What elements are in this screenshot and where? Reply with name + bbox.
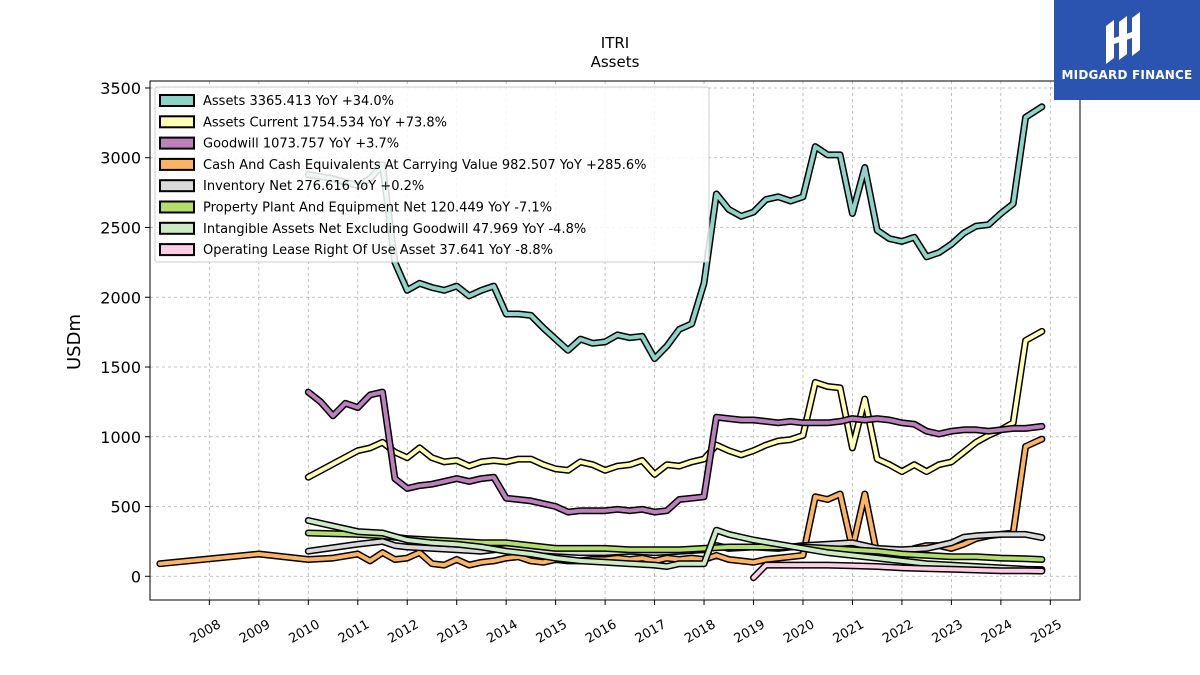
x-tick-label: 2011 (336, 617, 372, 647)
series-line (306, 518, 1044, 572)
plot-frame (149, 80, 1081, 601)
legend-swatch (159, 179, 195, 193)
y-tick-label: 500 (110, 498, 141, 517)
brand-name: MIDGARD FINANCE (1061, 68, 1193, 82)
y-tick-label: 1000 (100, 428, 141, 447)
legend-label: Cash And Cash Equivalents At Carrying Va… (203, 158, 646, 173)
legend-label: Inventory Net 276.616 YoY +0.2% (203, 179, 424, 194)
legend-swatch (159, 221, 195, 235)
x-tick-label: 2023 (930, 617, 966, 647)
y-axis-ticks: 0 500 1000 1500 2000 2500 3000 3500 (100, 79, 150, 586)
x-tick-label: 2018 (682, 617, 718, 647)
x-tick-label: 2017 (633, 617, 669, 647)
y-tick-label: 1500 (100, 358, 141, 377)
x-tick-label: 2022 (880, 617, 916, 647)
legend-swatch (159, 136, 195, 150)
legend-swatch (159, 157, 195, 171)
x-tick-label: 2008 (188, 617, 224, 647)
x-tick-label: 2012 (385, 617, 421, 647)
legend-swatch (159, 115, 195, 129)
y-tick-label: 2000 (100, 288, 141, 307)
y-tick-label: 0 (131, 567, 141, 586)
x-tick-label: 2024 (979, 617, 1015, 647)
x-tick-label: 2013 (435, 617, 471, 647)
y-tick-label: 2500 (100, 218, 141, 237)
x-tick-label: 2019 (732, 617, 768, 647)
legend-label: Assets Current 1754.534 YoY +73.8% (203, 115, 447, 130)
legend-swatch (159, 94, 195, 107)
x-tick-label: 2020 (781, 617, 817, 647)
legend-label: Goodwill 1073.757 YoY +3.7% (203, 137, 399, 152)
y-tick-label: 3500 (100, 79, 141, 98)
legend-swatch (159, 243, 195, 257)
chart-title: ITRI (601, 34, 629, 52)
midgard-logo-icon (1106, 12, 1140, 64)
legend-box (154, 86, 710, 263)
legend: Assets 3365.413 YoY +34.0% Assets Current… (154, 86, 710, 263)
series-line (751, 563, 1044, 580)
legend-label: Assets 3365.413 YoY +34.0% (203, 94, 394, 109)
x-tick-label: 2015 (534, 617, 570, 647)
x-tick-label: 2009 (237, 617, 273, 647)
series-lines (156, 103, 1046, 582)
x-tick-label: 2025 (1028, 617, 1064, 647)
series-line (306, 390, 1044, 515)
x-tick-label: 2021 (831, 617, 867, 647)
legend-label: Property Plant And Equipment Net 120.449… (203, 201, 552, 216)
x-axis-ticks: 2008 2009 2010 2011 2012 2013 2014 2015 2016 2017… (188, 600, 1065, 647)
legend-swatch (159, 200, 195, 214)
legend-label: Operating Lease Right Of Use Asset 37.64… (203, 243, 553, 258)
x-tick-label: 2016 (583, 617, 619, 647)
y-axis-label: USDm (64, 314, 85, 370)
x-tick-label: 2010 (286, 617, 322, 647)
brand-logo: MIDGARD FINANCE (1054, 0, 1200, 100)
series-line (306, 104, 1044, 361)
series-outline (304, 327, 1046, 481)
chart-subtitle: Assets (591, 53, 640, 71)
x-tick-label: 2014 (484, 617, 520, 647)
series-line (306, 329, 1044, 480)
y-tick-label: 3000 (100, 149, 141, 168)
legend-label: Intangible Assets Net Excluding Goodwill… (203, 222, 586, 237)
